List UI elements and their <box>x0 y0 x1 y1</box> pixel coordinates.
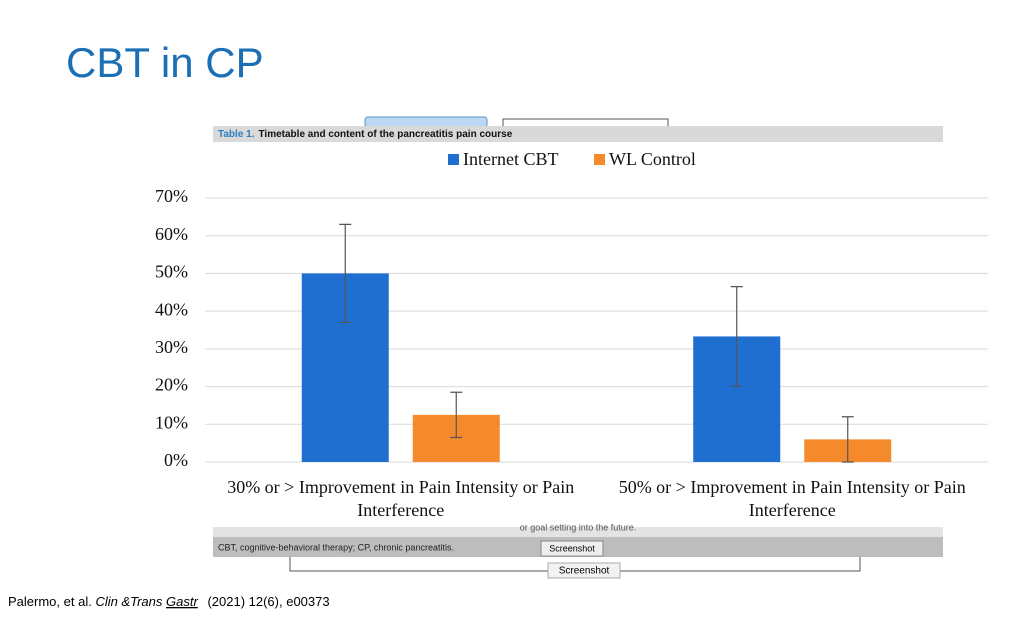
tab <box>502 118 669 128</box>
y-tick-label: 0% <box>164 450 188 470</box>
citation: Palermo, et al. Clin &Trans Gastr (2021)… <box>8 594 330 609</box>
button[interactable] <box>547 562 621 579</box>
slide-title: CBT in CP <box>66 39 264 86</box>
table-header <box>213 126 943 142</box>
legend-label: WL Control <box>609 149 696 169</box>
x-tick-label: 30% or > Improvement in Pain Intensity o… <box>227 477 575 520</box>
caption-label: Table 1. <box>218 129 255 140</box>
button-label[interactable]: Screenshot <box>559 566 610 577</box>
table-row <box>213 527 943 537</box>
error-bar <box>339 223 352 324</box>
citation-authors: Palermo, et al. <box>8 594 92 609</box>
legend-swatch <box>594 154 605 165</box>
table-caption: Table 1. Timetable and content of the pan… <box>218 129 513 140</box>
y-tick-label: 60% <box>155 224 188 244</box>
y-tick-label: 20% <box>155 375 188 395</box>
error-bar <box>450 391 463 439</box>
y-tick-label: 50% <box>155 262 188 282</box>
error-bar <box>841 416 854 463</box>
bracket <box>289 557 861 572</box>
legend-swatch <box>448 154 459 165</box>
y-tick-label: 70% <box>155 186 188 206</box>
tab <box>364 116 488 128</box>
error-bar <box>730 286 743 387</box>
y-tick-label: 40% <box>155 299 188 319</box>
button[interactable] <box>540 540 604 557</box>
footnote: CBT, cognitive-behavioral therapy; CP, c… <box>218 542 454 552</box>
caption-text: Timetable and content of the pancreatiti… <box>259 129 513 140</box>
y-tick-label: 10% <box>155 412 188 432</box>
x-tick-label: 50% or > Improvement in Pain Intensity o… <box>618 477 966 520</box>
citation-journal: Gastr <box>166 594 198 609</box>
button-label[interactable]: Screenshot <box>549 543 595 553</box>
cut-text: or goal setting into the future. <box>520 522 637 532</box>
citation-journal: Clin &Trans <box>95 594 162 609</box>
legend-label: Internet CBT <box>463 149 558 169</box>
y-tick-label: 30% <box>155 337 188 357</box>
citation-details: (2021) 12(6), e00373 <box>207 594 329 609</box>
